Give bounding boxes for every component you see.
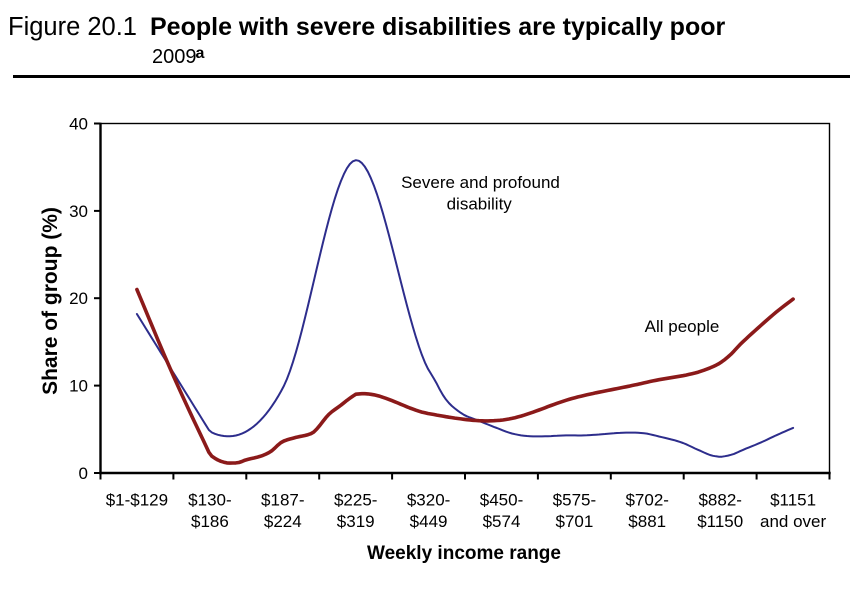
- svg-text:$225-: $225-: [334, 491, 377, 510]
- svg-text:Weekly income range: Weekly income range: [367, 543, 561, 564]
- svg-text:$1-$129: $1-$129: [106, 491, 168, 510]
- svg-text:$449: $449: [410, 512, 448, 531]
- svg-text:$130-: $130-: [188, 491, 231, 510]
- svg-text:$701: $701: [555, 512, 593, 531]
- svg-text:$1150: $1150: [697, 512, 743, 531]
- svg-text:0: 0: [79, 464, 88, 483]
- svg-text:$1151: $1151: [770, 491, 816, 510]
- svg-text:40: 40: [69, 115, 88, 134]
- svg-text:$574: $574: [483, 512, 521, 531]
- svg-text:$882-: $882-: [698, 491, 741, 510]
- svg-text:$702-: $702-: [625, 491, 668, 510]
- svg-text:$319: $319: [337, 512, 375, 531]
- svg-text:and over: and over: [760, 512, 826, 531]
- svg-text:$320-: $320-: [407, 491, 450, 510]
- svg-text:$187-: $187-: [261, 491, 304, 510]
- svg-text:30: 30: [69, 202, 88, 221]
- svg-text:$450-: $450-: [480, 491, 523, 510]
- svg-text:Severe and profound: Severe and profound: [401, 173, 560, 192]
- svg-text:10: 10: [69, 377, 88, 396]
- svg-text:disability: disability: [447, 195, 513, 214]
- svg-text:$881: $881: [628, 512, 666, 531]
- svg-text:Share of group (%): Share of group (%): [39, 207, 62, 395]
- svg-text:All people: All people: [645, 317, 720, 336]
- svg-text:$186: $186: [191, 512, 229, 531]
- svg-text:$575-: $575-: [553, 491, 596, 510]
- svg-text:20: 20: [69, 289, 88, 308]
- svg-text:$224: $224: [264, 512, 302, 531]
